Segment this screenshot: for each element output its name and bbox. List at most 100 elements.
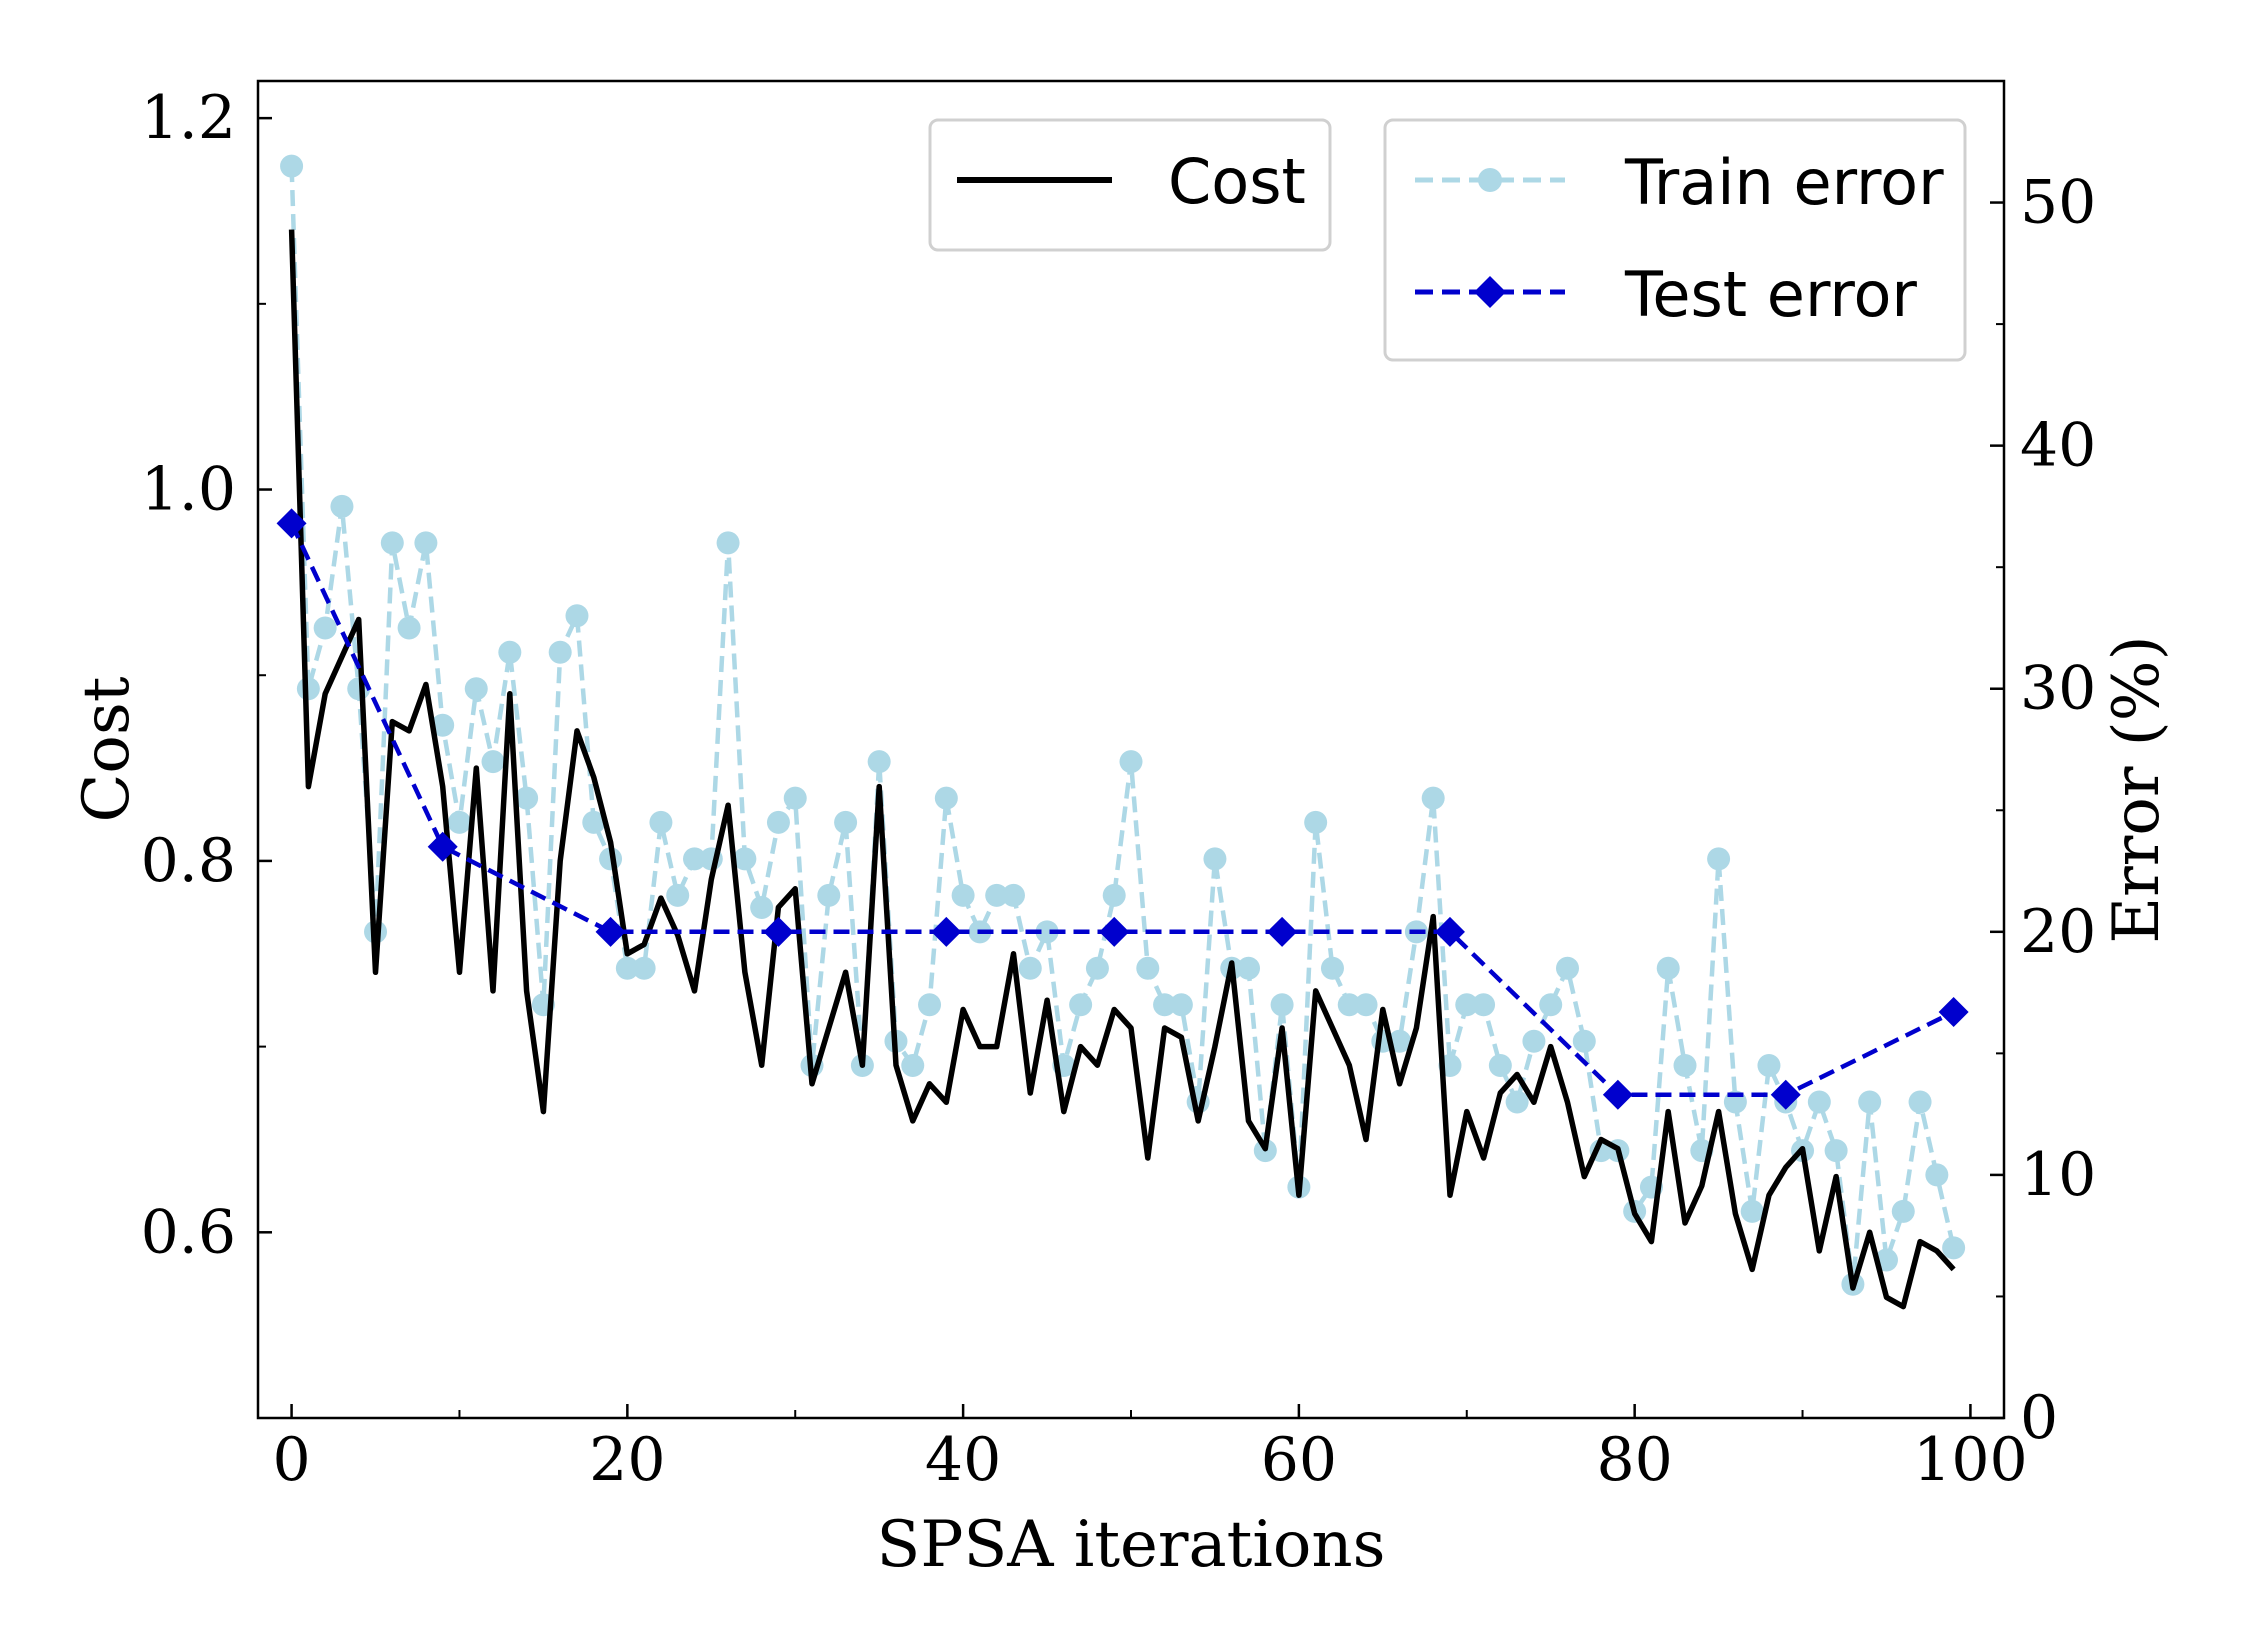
train-error-point xyxy=(1421,786,1445,810)
train-error-point xyxy=(481,750,505,774)
train-error-point xyxy=(666,883,690,907)
train-error-point xyxy=(1673,1054,1697,1078)
y-left-tick-label: 1.2 xyxy=(141,83,236,153)
y-right-tick-label: 30 xyxy=(2020,654,2096,724)
legend-cost-label: Cost xyxy=(1168,145,1306,218)
train-error-point xyxy=(1035,920,1059,944)
train-error-point xyxy=(1472,993,1496,1017)
train-error-point xyxy=(1237,956,1261,980)
train-error-point xyxy=(1354,993,1378,1017)
train-error-point xyxy=(548,640,572,664)
y-left-tick-label: 1.0 xyxy=(141,455,236,525)
test-error-point xyxy=(595,916,626,947)
train-error-point xyxy=(783,786,807,810)
test-error-point xyxy=(1434,916,1465,947)
test-error-point xyxy=(276,508,307,539)
test-error-point xyxy=(1602,1079,1633,1110)
train-error-line xyxy=(289,166,1956,1287)
train-error-point xyxy=(817,883,841,907)
test-error-point xyxy=(1938,997,1969,1028)
legend-train-marker xyxy=(1478,168,1502,192)
x-tick-label: 60 xyxy=(1261,1425,1337,1495)
legend-test-marker xyxy=(1474,276,1506,308)
train-error-point xyxy=(750,896,774,920)
train-error-point xyxy=(1320,956,1344,980)
train-error-point xyxy=(1572,1029,1596,1053)
x-tick-label: 0 xyxy=(272,1425,310,1495)
train-error-point xyxy=(649,810,673,834)
train-error-point xyxy=(1757,1054,1781,1078)
y-axis-label-right: Error (%) xyxy=(2100,635,2174,943)
train-error-point xyxy=(447,810,471,834)
y-left-tick-label: 0.8 xyxy=(141,826,236,896)
y-right-tick-label: 0 xyxy=(2020,1383,2058,1453)
train-error-point xyxy=(683,847,706,871)
x-tick-label: 80 xyxy=(1596,1425,1672,1495)
train-error-point xyxy=(766,810,790,834)
train-error-point xyxy=(1908,1090,1932,1114)
train-error-point xyxy=(632,956,656,980)
train-error-point xyxy=(1102,883,1126,907)
train-error-point xyxy=(1001,883,1025,907)
train-error-point xyxy=(565,604,589,628)
train-error-point xyxy=(1891,1199,1915,1223)
legend-test-label: Test error xyxy=(1624,258,1917,331)
train-error-point xyxy=(313,616,337,640)
train-error-point xyxy=(1119,750,1143,774)
legend-train-label: Train error xyxy=(1624,146,1944,219)
train-error-point xyxy=(1707,847,1731,871)
train-error-point xyxy=(1505,1090,1529,1114)
train-error-point xyxy=(1807,1090,1831,1114)
train-error-point xyxy=(1539,993,1563,1017)
y-right-tick-label: 10 xyxy=(2020,1140,2096,1210)
train-error-point xyxy=(1455,993,1479,1017)
train-error-point xyxy=(1337,993,1361,1017)
train-error-point xyxy=(1556,956,1579,980)
train-error-point xyxy=(397,616,421,640)
train-error-point xyxy=(498,640,522,664)
train-error-point xyxy=(834,810,858,834)
train-error-point xyxy=(1270,993,1294,1017)
train-error-point xyxy=(901,1054,925,1078)
train-error-point xyxy=(1824,1139,1848,1163)
train-error-point xyxy=(1858,1090,1882,1114)
train-error-point xyxy=(1136,956,1160,980)
train-error-point xyxy=(1740,1199,1764,1223)
train-error-point xyxy=(1169,993,1193,1017)
y-right-tick-label: 50 xyxy=(2020,168,2096,238)
train-error-point xyxy=(918,993,942,1017)
cost-line xyxy=(288,229,1956,1310)
train-error-point xyxy=(733,847,757,871)
train-error-point xyxy=(951,883,975,907)
train-error-point xyxy=(934,786,958,810)
ticks-layer: 0 20 40 60 80 100 0.6 0.8 1.0 1.2 0 10 20 30 40 50 xyxy=(141,83,2097,1495)
train-error-point xyxy=(985,883,1009,907)
test-error-point xyxy=(931,916,962,947)
test-error-point xyxy=(763,916,794,947)
train-error-point xyxy=(464,677,488,701)
train-error-point xyxy=(1488,1054,1512,1078)
y-left-tick-label: 0.6 xyxy=(141,1197,236,1267)
train-error-point xyxy=(280,154,304,178)
train-error-point xyxy=(1203,847,1227,871)
train-error-point xyxy=(1069,993,1093,1017)
train-error-point xyxy=(1942,1236,1966,1260)
y-right-tick-label: 20 xyxy=(2020,897,2096,967)
train-error-point xyxy=(582,810,606,834)
test-error-point xyxy=(427,831,458,862)
train-error-point xyxy=(1304,810,1328,834)
train-error-point xyxy=(1018,956,1042,980)
x-tick-label: 40 xyxy=(925,1425,1001,1495)
train-error-point xyxy=(716,531,740,555)
series-layer xyxy=(276,154,1969,1310)
train-error-point xyxy=(615,956,639,980)
y-right-tick-label: 40 xyxy=(2020,411,2096,481)
train-error-point xyxy=(1522,1029,1546,1053)
x-tick-label: 20 xyxy=(589,1425,665,1495)
x-tick-label: 100 xyxy=(1913,1425,2028,1495)
train-error-point xyxy=(431,713,455,737)
train-error-point xyxy=(380,531,404,555)
train-error-point xyxy=(867,750,891,774)
test-error-line xyxy=(289,522,1955,1097)
